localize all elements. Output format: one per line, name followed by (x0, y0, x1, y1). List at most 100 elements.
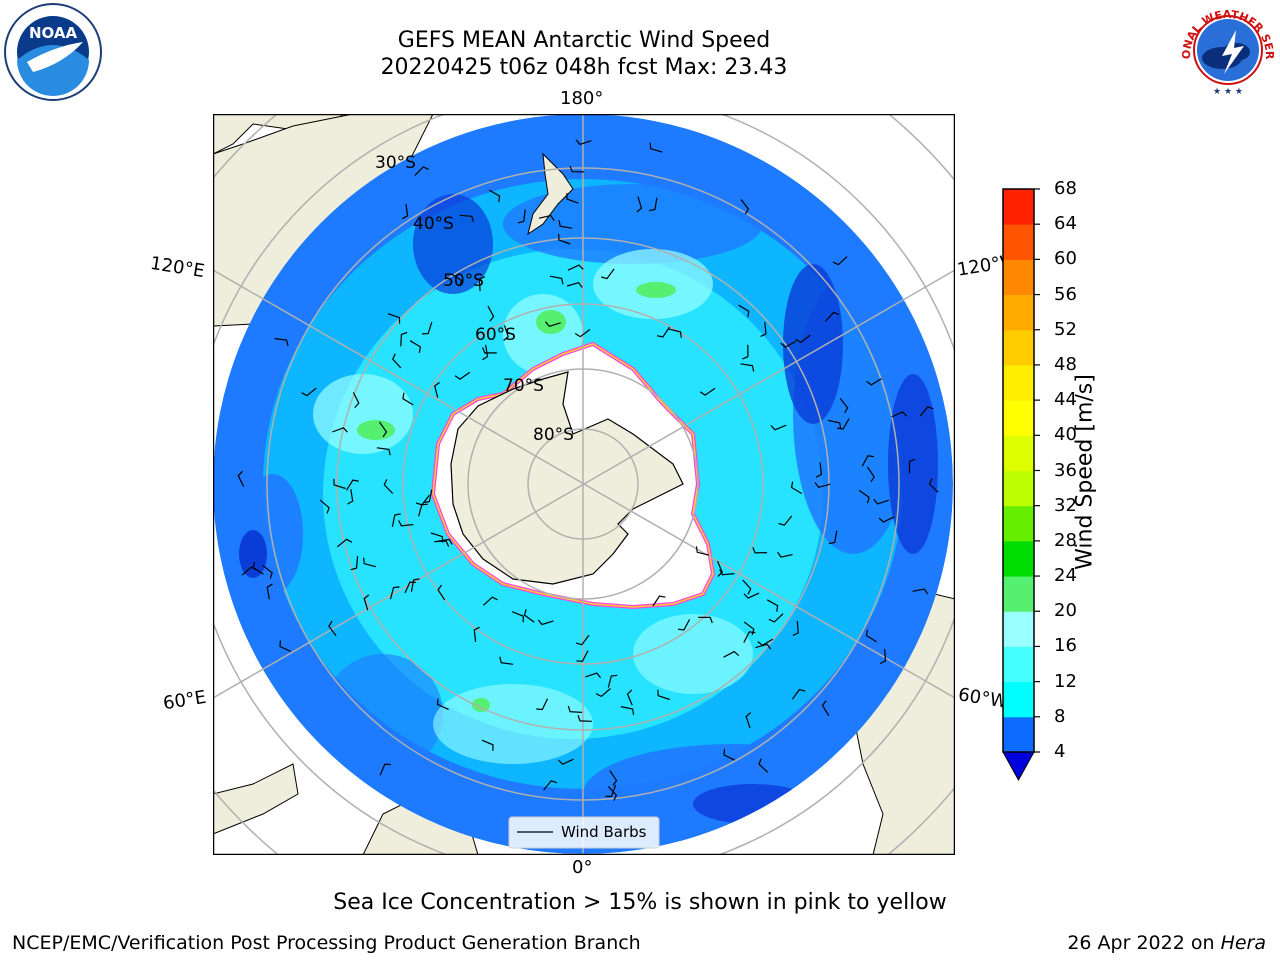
colorbar-cell (1003, 681, 1034, 718)
wind-barb (503, 325, 509, 341)
noaa-logo: NOAA (3, 2, 103, 102)
wind-barb (626, 689, 633, 706)
wind-barb (517, 209, 526, 224)
lat-label-80s: 80°S (533, 425, 574, 445)
wind-barb (778, 515, 793, 526)
nws-logo: NATIONAL WEATHER SERVICE ★ ★ ★ (1173, 0, 1278, 100)
wind-barb (928, 478, 939, 493)
wind-barb (400, 331, 408, 347)
wind-barb (891, 411, 908, 418)
wind-barb (576, 650, 589, 663)
wind-barb (450, 273, 462, 287)
wind-barb (241, 566, 257, 576)
wind-barb (402, 203, 409, 220)
wind-barb (333, 478, 346, 490)
wind-barb (414, 166, 429, 176)
wind-barb (827, 419, 842, 429)
wind-barb (523, 609, 535, 623)
colorbar-cell (1003, 716, 1034, 753)
wind-barb (865, 629, 877, 643)
colorbar-cell (1003, 400, 1034, 436)
wind-barb (538, 214, 555, 221)
wind-barb (567, 264, 584, 271)
chart-subtitle: 20220425 t06z 048h fcst Max: 23.43 (380, 55, 788, 80)
wind-barb (454, 371, 471, 380)
wind-barb (620, 706, 635, 716)
wind-barb (404, 581, 416, 594)
wind-barb (383, 479, 394, 494)
wind-barb (434, 382, 440, 398)
legend-label: Wind Barbs (561, 823, 647, 841)
wind-barb (279, 640, 292, 653)
wind-barb (363, 594, 370, 611)
wind-barb (511, 611, 524, 623)
colorbar-tick-label: 60 (1054, 248, 1077, 270)
wind-barb (723, 650, 740, 658)
wind-barb (577, 715, 593, 722)
wind-barb (752, 547, 768, 554)
wind-barb (757, 638, 774, 647)
colorbar-cell (1003, 435, 1034, 471)
colorbar-tick-label: 64 (1054, 213, 1077, 235)
wind-barb (557, 758, 574, 765)
colorbar-tick-label: 20 (1054, 600, 1077, 622)
wind-barb (410, 578, 420, 592)
wind-barb (607, 785, 618, 801)
wind-barb (699, 387, 716, 396)
colorbar-cell (1003, 224, 1034, 260)
wind-barb (536, 698, 549, 711)
wind-barb (237, 470, 245, 487)
wind-barb (389, 586, 400, 600)
colorbar-tick-label: 16 (1054, 635, 1077, 657)
wind-barb (585, 672, 602, 679)
colorbar-cell (1003, 259, 1034, 296)
colorbar-tick-label: 28 (1054, 529, 1077, 551)
svg-text:NOAA: NOAA (29, 24, 78, 42)
antarctica-land (450, 371, 684, 585)
wind-barb (740, 199, 750, 215)
colorbar-tick-label: 32 (1054, 494, 1077, 516)
wind-barb (543, 780, 558, 791)
wind-barb (821, 700, 830, 717)
wind-barb (719, 569, 735, 576)
wind-barb (350, 556, 359, 571)
wind-barb (482, 344, 489, 361)
wind-barb (758, 758, 769, 773)
wind-barb (766, 599, 779, 612)
wind-barb (866, 466, 875, 483)
colorbar-tick-label: 68 (1054, 178, 1077, 199)
wind-barb (537, 619, 554, 626)
wind-barb (558, 233, 571, 245)
sea-ice-note: Sea Ice Concentration > 15% is shown in … (333, 890, 947, 915)
antarctica (430, 341, 716, 610)
wind-barb (791, 688, 806, 700)
wind-barb (743, 592, 760, 599)
lat-label-30s: 30°S (375, 153, 416, 173)
wind-barb (668, 328, 682, 338)
wind-barb (488, 189, 501, 203)
colorbar-tick-label: 12 (1054, 670, 1077, 692)
svg-text:★ ★ ★: ★ ★ ★ (1213, 87, 1243, 97)
wind-barb (473, 626, 480, 642)
wind-barb (422, 321, 433, 335)
wind-barb (595, 688, 611, 698)
colorbar (1000, 186, 1040, 786)
colorbar-cell (1003, 540, 1034, 577)
wind-barb (482, 347, 497, 354)
wind-barb (912, 588, 929, 595)
wind-barb (345, 479, 359, 491)
wind-barb (423, 489, 433, 504)
colorbar-cell (1003, 189, 1034, 225)
wind-barb (566, 193, 579, 204)
wind-barb (866, 378, 882, 386)
colorbar-tick-label: 36 (1054, 459, 1077, 481)
wind-barb (363, 557, 377, 568)
colorbar-tick-label: 24 (1054, 565, 1077, 587)
colorbar-cell (1003, 576, 1034, 612)
wind-barb (566, 282, 583, 288)
wind-barb (919, 406, 934, 417)
wind-barb (347, 489, 354, 505)
wind-barb (601, 268, 615, 280)
lon-label-bottom: 0° (572, 857, 593, 878)
wind-barb (274, 338, 289, 346)
